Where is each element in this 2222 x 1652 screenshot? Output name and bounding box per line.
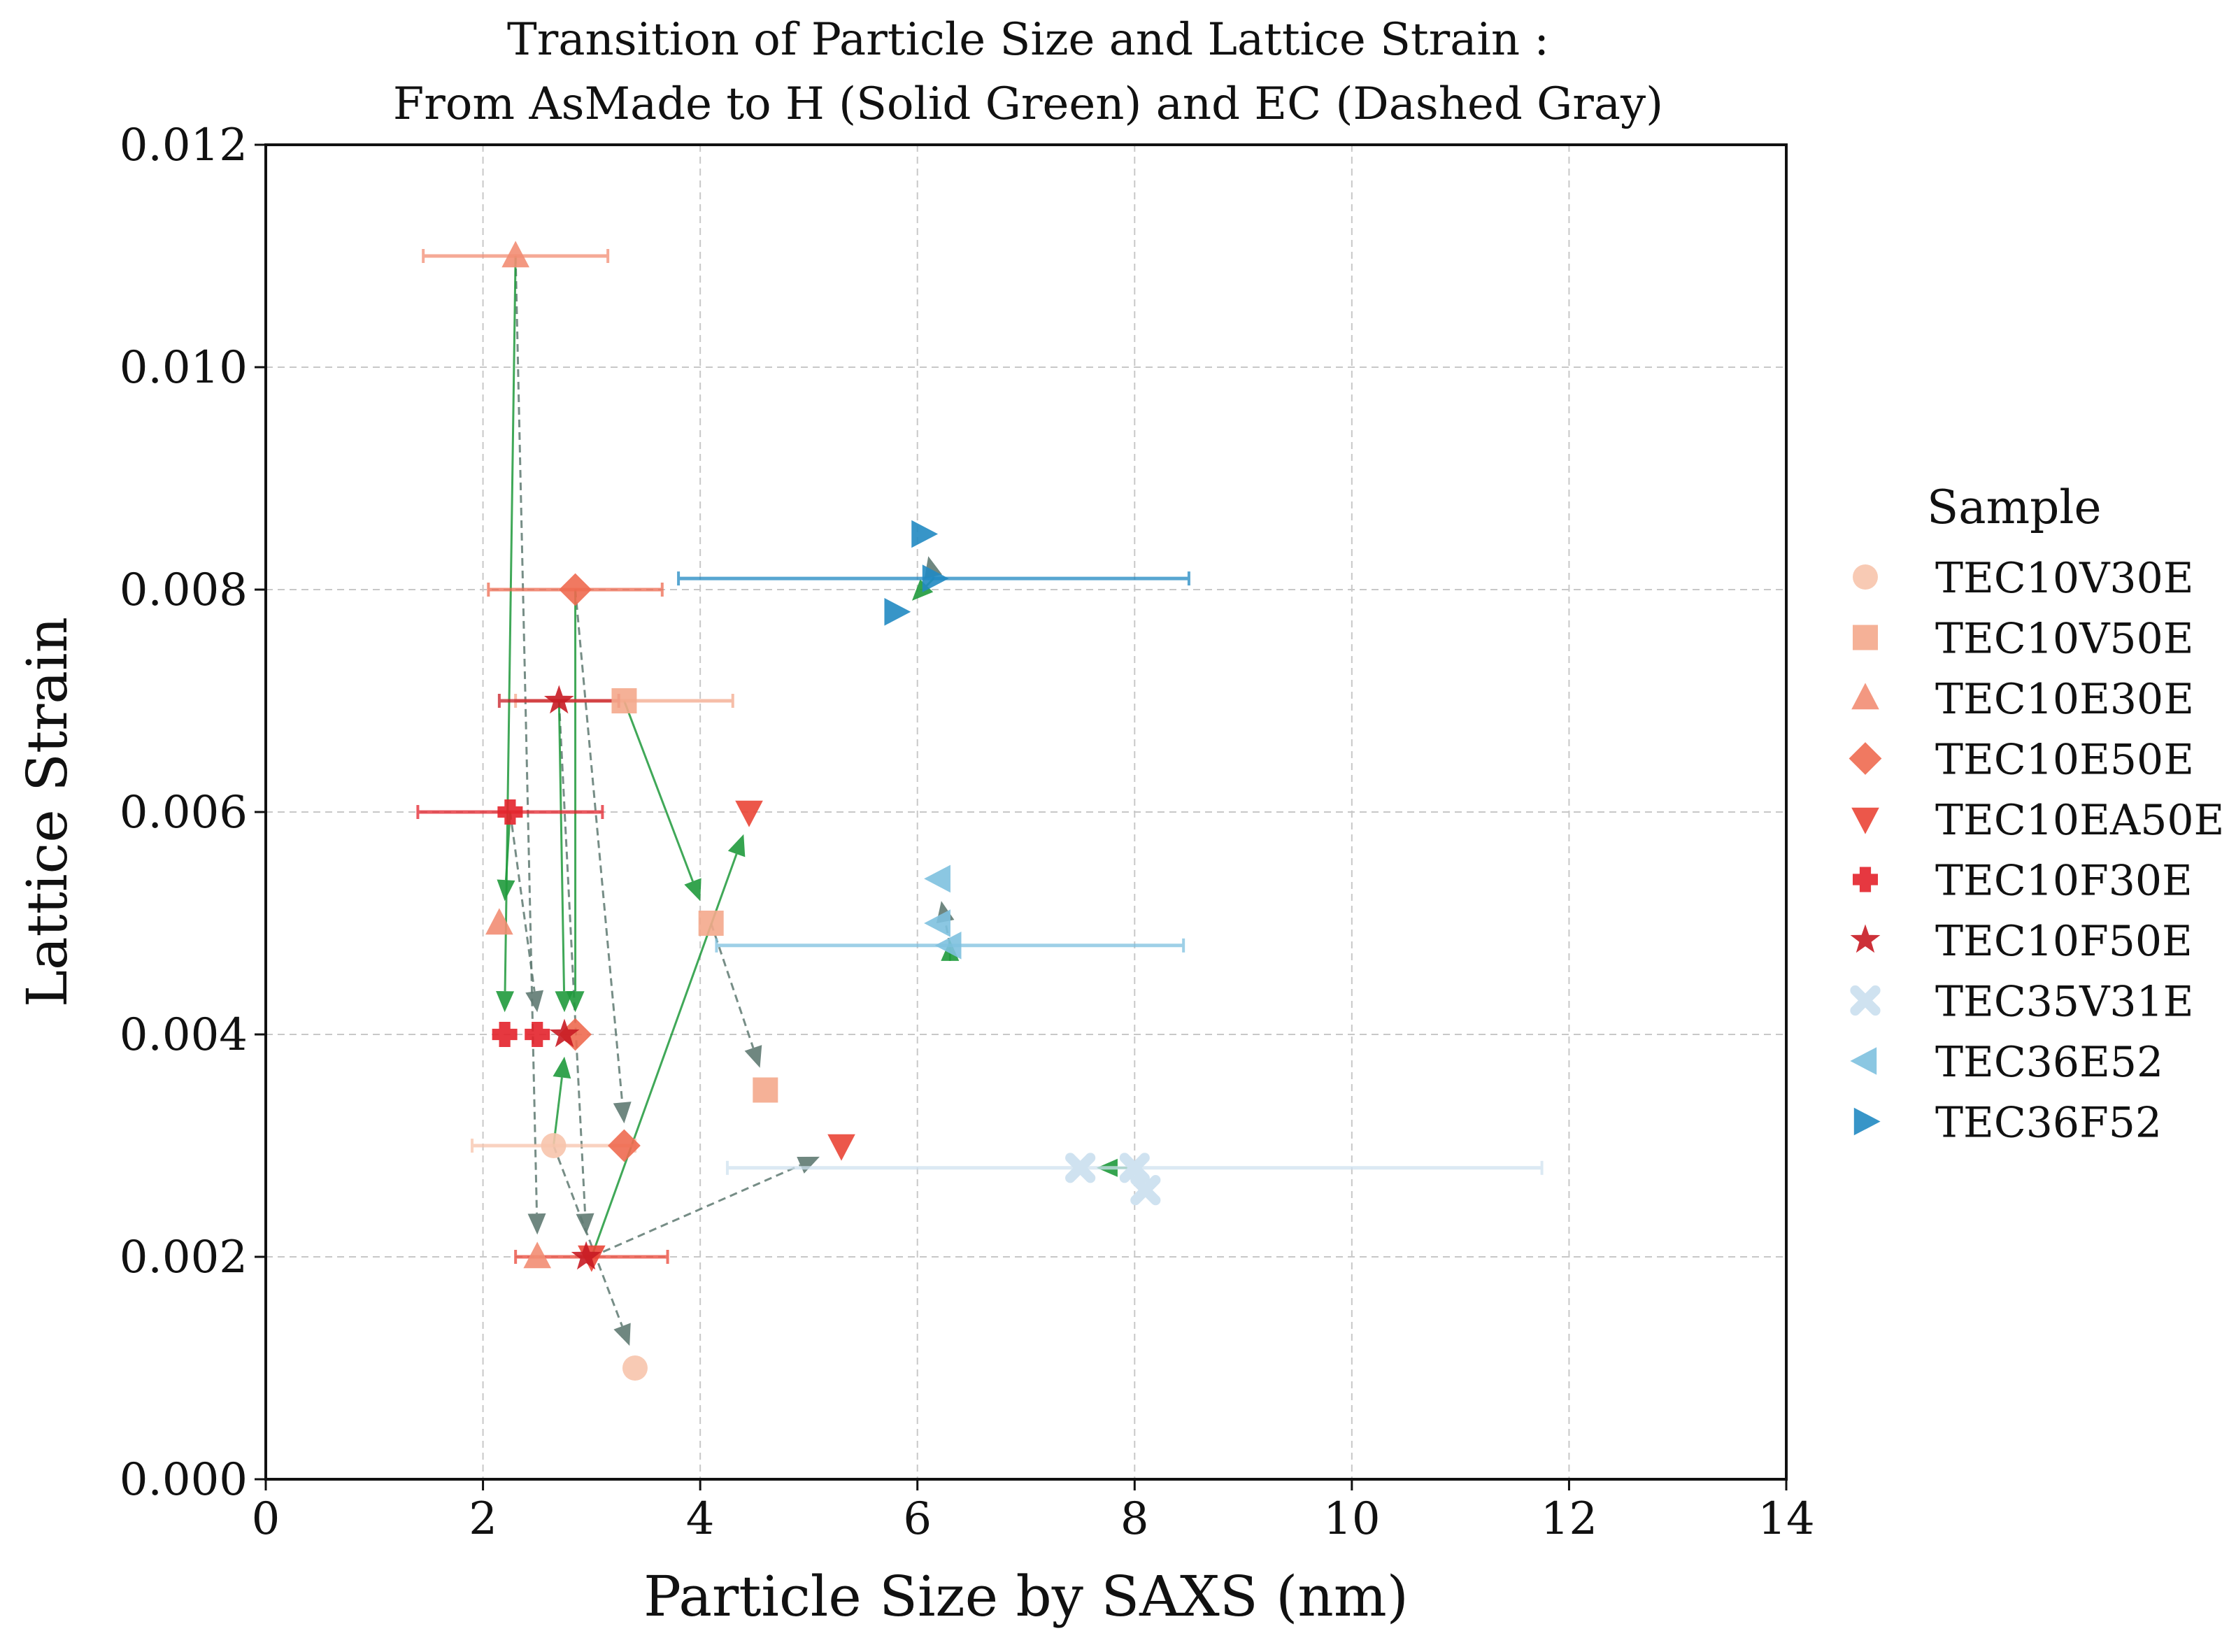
legend-marker — [1850, 924, 1881, 953]
legend-marker — [1851, 807, 1879, 834]
legend-marker — [1850, 1047, 1877, 1075]
legend-item-tec36e52: TEC36E52 — [1850, 1038, 2163, 1087]
legend-marker — [1853, 625, 1878, 650]
chart-title: Transition of Particle Size and Lattice … — [507, 14, 1549, 66]
point-tec36e52-0 — [934, 932, 962, 960]
ec-arrow-tec10f30e — [508, 811, 544, 1013]
point-tec10f50e-1 — [549, 1018, 580, 1048]
point-tec10f30e-0 — [497, 799, 523, 825]
point-tec10f30e-1 — [492, 1022, 518, 1047]
point-tec10e30e-0 — [501, 241, 529, 268]
point-tec10v30e-1 — [622, 1355, 648, 1381]
x-tick-label: 14 — [1758, 1493, 1814, 1545]
chart-subtitle: From AsMade to H (Solid Green) and EC (D… — [393, 78, 1663, 130]
legend-marker — [1851, 683, 1879, 710]
x-tick-label: 12 — [1541, 1493, 1597, 1545]
legend-marker — [1853, 867, 1878, 892]
legend-item-tec10e50e: TEC10E50E — [1849, 736, 2194, 785]
legend-label: TEC10V30E — [1935, 554, 2194, 603]
legend-label: TEC36F52 — [1935, 1099, 2162, 1148]
x-axis-ticks: 0 2 4 6 8 10 12 14 — [252, 1479, 1815, 1545]
point-tec36f52-1 — [884, 598, 911, 626]
point-tec36e52-1 — [924, 864, 950, 893]
point-tec10v50e-2 — [753, 1077, 778, 1103]
point-tec10e50e-1 — [559, 1018, 592, 1051]
legend-title: Sample — [1927, 480, 2102, 534]
point-tec10f50e-0 — [543, 685, 574, 714]
point-tec35v31e-2 — [1130, 1174, 1161, 1206]
x-tick-label: 6 — [903, 1493, 932, 1545]
data-points — [485, 241, 1161, 1381]
ec-arrow-tec10e50e — [574, 589, 632, 1124]
legend-item-tec35v31e: TEC35V31E — [1850, 978, 2194, 1027]
y-tick-label: 0.002 — [120, 1232, 248, 1283]
legend-item-tec10e30e: TEC10E30E — [1851, 675, 2194, 724]
h-arrow-tec10f50e — [555, 700, 574, 1013]
point-tec10ea50e-1 — [735, 800, 763, 827]
point-tec10f50e-2 — [571, 1241, 601, 1270]
x-tick-label: 8 — [1120, 1493, 1149, 1545]
point-tec10e30e-1 — [485, 908, 513, 935]
point-tec35v31e-1 — [1065, 1153, 1096, 1183]
point-tec10e50e-0 — [559, 573, 592, 606]
point-tec10v50e-1 — [698, 911, 724, 936]
point-tec36f52-0 — [922, 564, 949, 592]
point-tec35v31e-0 — [1119, 1153, 1150, 1183]
legend-marker — [1853, 564, 1878, 590]
h-arrow-tec10v50e — [623, 700, 702, 902]
point-tec36e52-2 — [924, 909, 950, 937]
legend-label: TEC10F50E — [1935, 917, 2193, 966]
x-tick-label: 4 — [686, 1493, 715, 1545]
legend-item-tec36f52: TEC36F52 — [1853, 1099, 2162, 1148]
point-tec36f52-2 — [911, 520, 939, 548]
legend-label: TEC10EA50E — [1935, 796, 2222, 845]
point-tec10e50e-2 — [608, 1129, 641, 1162]
legend: TEC10V30E TEC10V50E TEC10E30E TEC10E50E TEC1… — [1849, 554, 2222, 1148]
point-tec10v50e-0 — [611, 688, 637, 713]
point-tec10e30e-2 — [523, 1241, 552, 1269]
legend-label: TEC36E52 — [1935, 1038, 2163, 1087]
legend-item-tec10f30e: TEC10F30E — [1853, 857, 2193, 906]
y-tick-label: 0.000 — [120, 1454, 248, 1506]
ec-arrow-tec10v30e — [553, 1145, 631, 1346]
ec-arrow-tec10e30e — [514, 255, 546, 1235]
legend-marker — [1849, 742, 1882, 775]
y-tick-label: 0.010 — [120, 342, 248, 394]
legend-label: TEC10E30E — [1935, 675, 2194, 724]
point-tec10v30e-0 — [541, 1133, 567, 1158]
legend-item-tec10f50e: TEC10F50E — [1850, 917, 2193, 966]
legend-label: TEC35V31E — [1935, 978, 2194, 1027]
ec-arrow-tec10v50e — [710, 923, 762, 1068]
y-tick-label: 0.006 — [120, 787, 248, 839]
legend-marker — [1850, 985, 1881, 1016]
y-tick-label: 0.008 — [120, 564, 248, 616]
y-tick-label: 0.004 — [120, 1009, 248, 1061]
x-tick-label: 10 — [1323, 1493, 1380, 1545]
legend-label: TEC10V50E — [1935, 615, 2194, 664]
x-axis-label: Particle Size by SAXS (nm) — [643, 1564, 1409, 1629]
y-axis-label: Lattice Strain — [15, 617, 80, 1007]
x-tick-label: 0 — [252, 1493, 280, 1545]
ec-arrow-tec10f50e — [557, 700, 594, 1235]
x-tick-label: 2 — [469, 1493, 497, 1545]
legend-label: TEC10F30E — [1935, 857, 2193, 906]
point-tec10ea50e-2 — [827, 1134, 855, 1161]
legend-label: TEC10E50E — [1935, 736, 2194, 785]
legend-item-tec10ea50e: TEC10EA50E — [1851, 796, 2222, 845]
point-tec10f30e-2 — [525, 1022, 550, 1047]
legend-item-tec10v30e: TEC10V30E — [1853, 554, 2194, 603]
y-tick-label: 0.012 — [120, 120, 248, 171]
legend-item-tec10v50e: TEC10V50E — [1853, 615, 2194, 664]
y-axis-ticks: 0.000 0.002 0.004 0.006 0.008 0.010 0.012 — [120, 120, 266, 1506]
legend-marker — [1853, 1107, 1881, 1136]
